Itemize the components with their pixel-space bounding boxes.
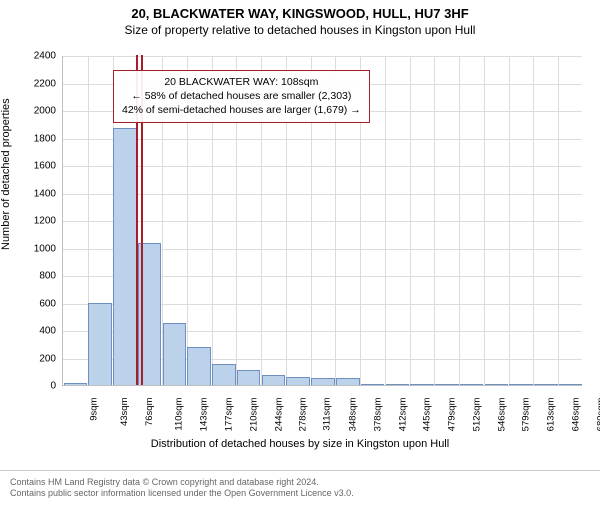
page-subtitle: Size of property relative to detached ho… xyxy=(0,23,600,37)
histogram-bar xyxy=(163,323,187,385)
histogram-bar xyxy=(237,370,261,385)
y-tick-label: 600 xyxy=(0,298,56,309)
y-tick-label: 200 xyxy=(0,353,56,364)
histogram-bar xyxy=(460,384,484,385)
histogram-bar xyxy=(88,303,112,386)
x-axis-label: Distribution of detached houses by size … xyxy=(0,438,600,450)
histogram-bar xyxy=(64,383,88,385)
x-tick-label: 378sqm xyxy=(372,398,383,432)
y-tick-label: 1200 xyxy=(0,216,56,227)
x-tick-label: 244sqm xyxy=(273,398,284,432)
highlight-info-box: 20 BLACKWATER WAY: 108sqm ← 58% of detac… xyxy=(113,70,370,123)
histogram-bar xyxy=(485,384,509,385)
y-tick-label: 0 xyxy=(0,381,56,392)
x-tick-label: 479sqm xyxy=(446,398,457,432)
x-tick-label: 546sqm xyxy=(496,398,507,432)
footer: Contains HM Land Registry data © Crown c… xyxy=(0,470,600,506)
x-tick-label: 278sqm xyxy=(298,398,309,432)
gridline-v xyxy=(509,56,510,385)
gridline-v xyxy=(558,56,559,385)
y-tick-label: 1600 xyxy=(0,161,56,172)
histogram-bar xyxy=(187,347,211,386)
x-tick-label: 143sqm xyxy=(199,398,210,432)
plot-area: 20 BLACKWATER WAY: 108sqm ← 58% of detac… xyxy=(62,56,582,386)
histogram-bar xyxy=(509,384,533,385)
histogram-bar xyxy=(286,377,310,385)
y-tick-label: 1800 xyxy=(0,133,56,144)
y-tick-label: 1400 xyxy=(0,188,56,199)
x-tick-label: 9sqm xyxy=(89,398,100,421)
gridline-v xyxy=(533,56,534,385)
x-tick-label: 177sqm xyxy=(224,398,235,432)
footer-line-2: Contains public sector information licen… xyxy=(10,488,590,500)
y-tick-label: 400 xyxy=(0,326,56,337)
page-title-address: 20, BLACKWATER WAY, KINGSWOOD, HULL, HU7… xyxy=(0,6,600,21)
gridline-v xyxy=(459,56,460,385)
gridline-v xyxy=(410,56,411,385)
gridline-v xyxy=(484,56,485,385)
footer-line-1: Contains HM Land Registry data © Crown c… xyxy=(10,477,590,489)
gridline-v xyxy=(434,56,435,385)
x-tick-label: 210sqm xyxy=(248,398,259,432)
histogram-bar xyxy=(361,384,385,385)
info-line-1: 20 BLACKWATER WAY: 108sqm xyxy=(122,75,361,89)
histogram-bar xyxy=(410,384,434,385)
x-tick-label: 613sqm xyxy=(545,398,556,432)
y-axis-label: Number of detached properties xyxy=(0,98,12,250)
x-tick-label: 412sqm xyxy=(397,398,408,432)
info-line-3: 42% of semi-detached houses are larger (… xyxy=(122,103,361,117)
x-tick-label: 579sqm xyxy=(521,398,532,432)
x-tick-label: 348sqm xyxy=(347,398,358,432)
chart-container: Number of detached properties 0 200 400 600… xyxy=(0,50,600,450)
x-tick-label: 43sqm xyxy=(119,398,130,427)
info-line-2: ← 58% of detached houses are smaller (2,… xyxy=(122,89,361,103)
x-tick-label: 76sqm xyxy=(144,398,155,427)
gridline-v xyxy=(385,56,386,385)
x-tick-label: 311sqm xyxy=(322,398,333,431)
histogram-bar xyxy=(212,364,236,385)
x-tick-label: 680sqm xyxy=(595,398,600,432)
histogram-bar xyxy=(559,384,583,385)
histogram-bar xyxy=(336,378,360,385)
y-tick-label: 2400 xyxy=(0,51,56,62)
x-tick-label: 646sqm xyxy=(570,398,581,432)
histogram-bar xyxy=(435,384,459,385)
x-tick-label: 110sqm xyxy=(173,398,184,431)
histogram-bar xyxy=(311,378,335,385)
histogram-bar xyxy=(534,384,558,385)
y-tick-label: 2200 xyxy=(0,78,56,89)
y-tick-label: 1000 xyxy=(0,243,56,254)
x-tick-label: 512sqm xyxy=(471,398,482,432)
histogram-bar xyxy=(386,384,410,385)
histogram-bar xyxy=(113,128,137,385)
histogram-bar xyxy=(262,375,286,385)
y-tick-label: 800 xyxy=(0,271,56,282)
y-tick-label: 2000 xyxy=(0,106,56,117)
x-tick-label: 445sqm xyxy=(422,398,433,432)
